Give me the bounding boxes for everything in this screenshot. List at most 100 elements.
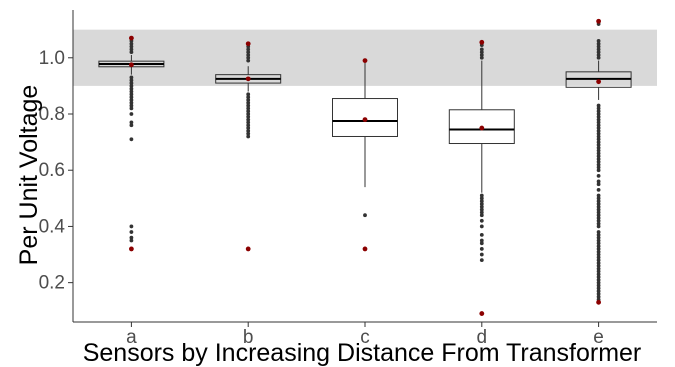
outlier-point xyxy=(596,218,601,223)
outlier-point xyxy=(596,112,601,116)
outlier-point xyxy=(479,53,484,57)
outlier-point xyxy=(596,157,601,161)
box-a xyxy=(98,35,165,252)
outlier-point xyxy=(596,193,601,198)
outlier-point xyxy=(246,117,251,122)
outlier-point xyxy=(479,252,484,257)
outlier-point xyxy=(596,280,601,285)
outlier-point xyxy=(596,244,601,249)
y-tick-label: 0.8 xyxy=(39,104,65,125)
outlier-point xyxy=(129,98,134,102)
y-tick-label: 0.4 xyxy=(39,216,66,237)
outlier-point xyxy=(596,53,601,57)
outlier-point xyxy=(129,230,134,234)
min-marker xyxy=(596,299,601,305)
outlier-point xyxy=(246,47,251,52)
outlier-point xyxy=(246,50,251,55)
outlier-point xyxy=(596,207,601,212)
box-d xyxy=(448,39,515,316)
outlier-point xyxy=(479,238,484,243)
outlier-point xyxy=(129,137,134,142)
outlier-point xyxy=(596,179,601,184)
outlier-point xyxy=(129,235,134,240)
outlier-point xyxy=(596,196,601,201)
y-tick-label: 0.6 xyxy=(39,160,65,181)
outlier-point xyxy=(479,204,484,209)
outlier-point xyxy=(596,44,601,49)
outlier-point xyxy=(596,204,601,209)
outlier-point xyxy=(596,294,601,299)
outlier-point xyxy=(363,213,367,218)
outlier-point xyxy=(596,154,601,159)
outlier-point xyxy=(246,114,251,119)
outlier-point xyxy=(596,103,601,108)
box-b xyxy=(215,41,282,252)
outlier-point xyxy=(129,81,134,85)
outlier-point xyxy=(596,291,601,296)
outlier-point xyxy=(596,277,601,282)
outlier-point xyxy=(596,263,601,268)
outlier-point xyxy=(596,275,601,279)
max-marker xyxy=(129,35,134,41)
outlier-point xyxy=(246,131,251,136)
outlier-point xyxy=(246,58,251,63)
outlier-point xyxy=(596,140,601,145)
outlier-point xyxy=(596,114,601,119)
outlier-point xyxy=(129,112,134,116)
box-e xyxy=(565,18,632,305)
outlier-point xyxy=(246,95,251,100)
outlier-point xyxy=(479,47,484,52)
x-tick-label: a xyxy=(126,327,137,348)
outlier-point xyxy=(129,47,134,52)
outlier-point xyxy=(596,168,601,173)
x-tick-label: c xyxy=(360,327,370,348)
mean-marker xyxy=(245,76,251,82)
outlier-point xyxy=(596,202,601,206)
outlier-point xyxy=(596,255,601,260)
outlier-point xyxy=(479,213,484,218)
outlier-point xyxy=(596,145,601,150)
outlier-point xyxy=(596,50,601,55)
outlier-point xyxy=(479,218,484,223)
outlier-point xyxy=(596,126,601,130)
outlier-point xyxy=(596,165,601,170)
mean-marker xyxy=(479,125,485,131)
outlier-point xyxy=(479,247,484,251)
outlier-point xyxy=(479,210,484,215)
min-marker xyxy=(479,311,485,316)
min-marker xyxy=(245,246,251,252)
outlier-point xyxy=(596,247,601,251)
outlier-point xyxy=(596,187,601,192)
outlier-point xyxy=(129,95,134,100)
outlier-point xyxy=(596,148,601,153)
outlier-point xyxy=(479,207,484,212)
x-tick-label: e xyxy=(593,327,604,348)
outlier-point xyxy=(596,151,601,156)
outlier-point xyxy=(246,98,251,102)
outlier-point xyxy=(246,120,251,125)
outlier-point xyxy=(129,50,134,55)
outlier-point xyxy=(479,55,484,60)
outlier-point xyxy=(596,266,601,271)
outlier-point xyxy=(246,106,251,111)
outlier-point xyxy=(479,199,484,204)
outlier-point xyxy=(596,210,601,215)
mean-marker xyxy=(129,62,134,68)
outlier-point xyxy=(129,224,134,229)
outlier-point xyxy=(596,249,601,254)
outlier-point xyxy=(596,230,601,234)
outlier-point xyxy=(246,53,251,57)
outlier-point xyxy=(596,39,601,43)
outlier-point xyxy=(596,258,601,263)
min-marker xyxy=(362,246,368,252)
outlier-point xyxy=(129,86,134,91)
max-marker xyxy=(362,58,368,63)
outlier-point xyxy=(596,241,601,246)
outlier-point xyxy=(596,232,601,237)
outlier-point xyxy=(129,83,134,88)
y-tick-label: 1.0 xyxy=(39,48,65,69)
outlier-point xyxy=(596,286,601,291)
outlier-point xyxy=(596,47,601,52)
outlier-point xyxy=(129,123,134,128)
outlier-point xyxy=(596,109,601,114)
